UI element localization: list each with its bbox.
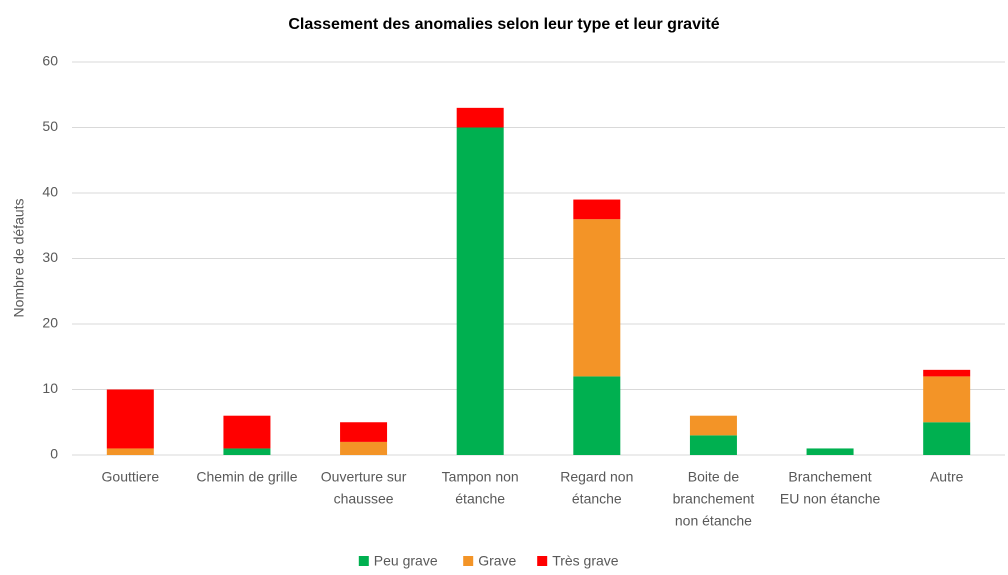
bar-segment xyxy=(923,422,971,455)
bar-segment xyxy=(106,389,154,449)
legend-label: Peu grave xyxy=(374,553,438,569)
bar-segment xyxy=(340,441,388,455)
x-tick-label: Branchement xyxy=(788,469,871,485)
legend-swatch xyxy=(537,556,548,566)
bar-segment xyxy=(923,369,971,377)
bar-segment xyxy=(106,448,154,455)
x-tick-label: Chemin de grille xyxy=(196,469,297,485)
chart-title: Classement des anomalies selon leur type… xyxy=(288,16,719,33)
x-tick-label: chaussee xyxy=(334,491,394,507)
bar-segment xyxy=(456,107,504,128)
bar-segment xyxy=(573,376,621,455)
x-tick-label: Regard non xyxy=(560,469,633,485)
x-tick-label: branchement xyxy=(673,491,755,507)
x-tick-label: étanche xyxy=(572,491,622,507)
x-tick-label: non étanche xyxy=(675,513,752,529)
x-tick-label: Tampon non xyxy=(442,469,519,485)
x-tick-label: Autre xyxy=(930,469,964,485)
bar-segment xyxy=(456,127,504,455)
x-tick-label: Ouverture sur xyxy=(321,469,407,485)
y-tick-label: 10 xyxy=(42,380,58,396)
y-tick-label: 50 xyxy=(42,118,58,134)
bar-segment xyxy=(689,415,737,436)
y-tick-label: 20 xyxy=(42,315,58,331)
x-tick-label: étanche xyxy=(455,491,505,507)
y-axis-label: Nombre de défauts xyxy=(11,198,27,317)
y-tick-label: 40 xyxy=(42,184,58,200)
bar-segment xyxy=(573,219,621,377)
legend-label: Grave xyxy=(478,553,516,569)
bar-segment xyxy=(689,435,737,455)
legend-swatch xyxy=(358,556,369,566)
bar-segment xyxy=(806,448,854,455)
bar-segment xyxy=(923,376,971,423)
bar-segment xyxy=(223,415,271,449)
legend-label: Très grave xyxy=(552,553,619,569)
y-tick-label: 30 xyxy=(42,249,58,265)
y-tick-label: 60 xyxy=(42,53,58,69)
bar-segment xyxy=(223,448,271,455)
y-tick-label: 0 xyxy=(50,446,58,462)
x-tick-label: Gouttiere xyxy=(102,469,160,485)
x-tick-label: Boite de xyxy=(688,469,740,485)
legend-swatch xyxy=(463,556,474,566)
bar-segment xyxy=(573,199,621,220)
bar-segment xyxy=(340,422,388,442)
x-tick-label: EU non étanche xyxy=(780,491,881,507)
